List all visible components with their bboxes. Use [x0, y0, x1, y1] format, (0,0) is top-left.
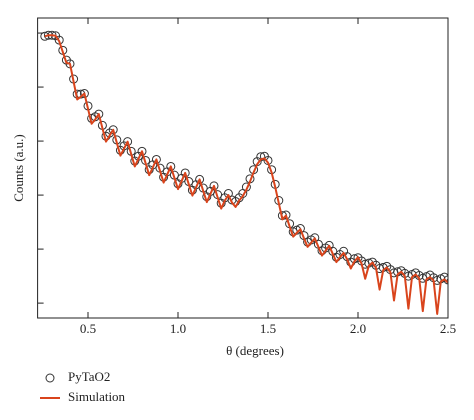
data-point — [180, 168, 190, 178]
plot-area — [40, 30, 448, 315]
data-point — [151, 154, 161, 164]
x-tick-label: 2.0 — [350, 321, 366, 336]
x-tick-label: 2.5 — [440, 321, 456, 336]
simulation-line — [44, 34, 448, 315]
x-tick-label: 1.0 — [170, 321, 186, 336]
data-point — [137, 146, 147, 156]
x-axis-label: θ (degrees) — [226, 343, 284, 358]
data-point — [166, 161, 176, 171]
legend-marker — [45, 373, 55, 383]
x-tick-label: 1.5 — [260, 321, 276, 336]
legend-label: PyTaO2 — [68, 369, 110, 384]
plot-frame — [37, 17, 449, 319]
data-point — [40, 31, 50, 41]
data-point — [295, 224, 305, 234]
legend-label: Simulation — [68, 389, 126, 404]
x-tick-label: 0.5 — [80, 321, 96, 336]
data-point — [209, 181, 219, 191]
data-point — [195, 174, 205, 184]
y-axis-label: Counts (a.u.) — [11, 134, 26, 202]
data-point — [108, 125, 118, 135]
data-point — [123, 137, 133, 147]
